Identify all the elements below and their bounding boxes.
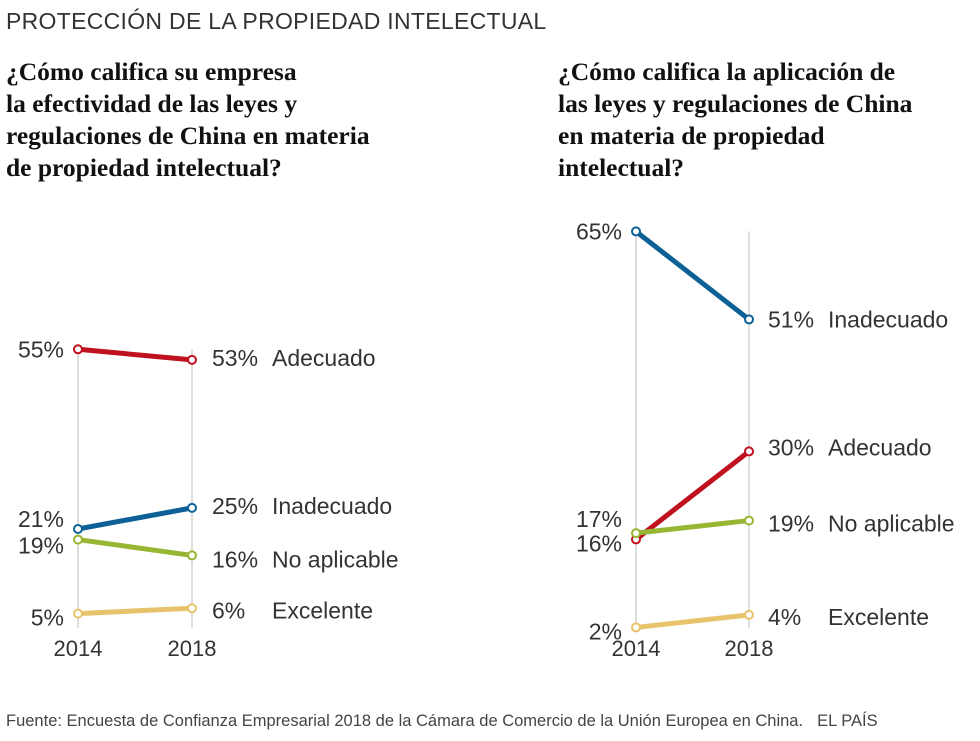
- chart-2-point-no-aplicable-2018: [744, 515, 754, 526]
- chart-1-x-tick-label: 2014: [54, 636, 103, 661]
- chart-1-point-inadecuado-2014: [73, 524, 83, 534]
- footer: Fuente: Encuesta de Confianza Empresaria…: [6, 712, 878, 731]
- chart-2-start-label-excelente: 2%: [589, 618, 622, 644]
- chart-2-point-no-aplicable-2014: [631, 528, 641, 539]
- chart-1-end-value-label-excelente: 6%: [212, 597, 245, 623]
- source-note: Fuente: Encuesta de Confianza Empresaria…: [6, 712, 804, 730]
- chart-1-title-line: de propiedad intelectual?: [6, 153, 282, 182]
- chart-2-title-line: intelectual?: [558, 153, 685, 182]
- chart-2-title-line: en materia de propiedad: [558, 121, 825, 150]
- chart-1-series-line-adecuado: [75, 346, 195, 363]
- chart-2-point-inadecuado-2018: [744, 314, 754, 325]
- chart-2-x-tick-label: 2018: [725, 636, 774, 661]
- chart-2-point-excelente-2018: [744, 609, 754, 620]
- chart-1-end-value-label-adecuado: 53%: [212, 345, 258, 371]
- chart-2-start-label-no-aplicable: 17%: [576, 506, 622, 532]
- chart-1-legend-label-excelente: Excelente: [272, 597, 373, 623]
- chart-1-point-excelente-2018: [187, 603, 197, 614]
- chart-2-legend-label-inadecuado: Inadecuado: [828, 306, 948, 332]
- chart-2-end-value-label-inadecuado: 51%: [768, 306, 814, 332]
- chart-1-point-no-aplicable-2014: [73, 534, 83, 545]
- chart-1-point-excelente-2014: [73, 608, 83, 619]
- section-header: PROTECCIÓN DE LA PROPIEDAD INTELECTUAL: [6, 8, 547, 34]
- chart-2-legend-label-excelente: Excelente: [828, 604, 929, 630]
- chart-1-point-adecuado-2014: [73, 344, 83, 355]
- chart-1-legend-label-inadecuado: Inadecuado: [272, 493, 392, 519]
- chart-1-start-label-adecuado: 55%: [18, 336, 64, 362]
- chart-2-x-tick-label: 2014: [612, 636, 661, 661]
- chart-1-end-value-label-inadecuado: 25%: [212, 493, 258, 519]
- chart-1-series-line-inadecuado: [75, 505, 195, 532]
- chart-2-legend-label-no-aplicable: No aplicable: [828, 511, 955, 537]
- chart-2-point-excelente-2014: [631, 622, 641, 633]
- chart-1-series-line-excelente: [75, 605, 195, 617]
- chart-2-start-label-inadecuado: 65%: [576, 218, 622, 244]
- chart-2-series-line-no-aplicable: [633, 518, 752, 536]
- chart-2-series-line-adecuado: [633, 448, 752, 542]
- chart-1-title: ¿Cómo califica su empresa la efectividad…: [6, 56, 370, 184]
- chart-2-end-value-label-no-aplicable: 19%: [768, 511, 814, 537]
- chart-1-start-label-excelente: 5%: [31, 605, 64, 631]
- chart-1-legend-label-adecuado: Adecuado: [272, 345, 376, 371]
- chart-2-point-inadecuado-2014: [631, 226, 641, 237]
- chart-1-start-label-inadecuado: 21%: [18, 506, 64, 532]
- chart-1-x-tick-label: 2018: [168, 636, 217, 661]
- chart-2-end-value-label-adecuado: 30%: [768, 434, 814, 460]
- chart-1-point-adecuado-2018: [187, 354, 197, 365]
- chart-1-legend-label-no-aplicable: No aplicable: [272, 546, 399, 572]
- chart-1-title-line: ¿Cómo califica su empresa: [6, 57, 297, 86]
- chart-1-point-no-aplicable-2018: [187, 550, 197, 561]
- chart-1-series-line-no-aplicable: [75, 537, 195, 558]
- chart-2-end-value-label-excelente: 4%: [768, 604, 801, 630]
- chart-2-title-line: las leyes y regulaciones de China: [558, 89, 913, 118]
- chart-1-title-line: regulaciones de China en materia: [6, 121, 370, 150]
- chart-2-legend-label-adecuado: Adecuado: [828, 434, 932, 460]
- chart-2-series-line-excelente: [633, 612, 752, 630]
- chart-2-start-label-adecuado: 16%: [576, 530, 622, 556]
- chart-1-point-inadecuado-2018: [187, 502, 197, 513]
- chart-2-series-line-inadecuado: [633, 228, 752, 322]
- chart-1-title-line: la efectividad de las leyes y: [6, 89, 298, 118]
- brand-label: EL PAÍS: [817, 712, 878, 730]
- chart-1-end-value-label-no-aplicable: 16%: [212, 546, 258, 572]
- chart-2-title-line: ¿Cómo califica la aplicación de: [558, 57, 896, 86]
- chart-2-point-adecuado-2018: [744, 446, 754, 457]
- chart-2-title: ¿Cómo califica la aplicación de las leye…: [558, 56, 912, 184]
- chart-1-start-label-no-aplicable: 19%: [18, 533, 64, 559]
